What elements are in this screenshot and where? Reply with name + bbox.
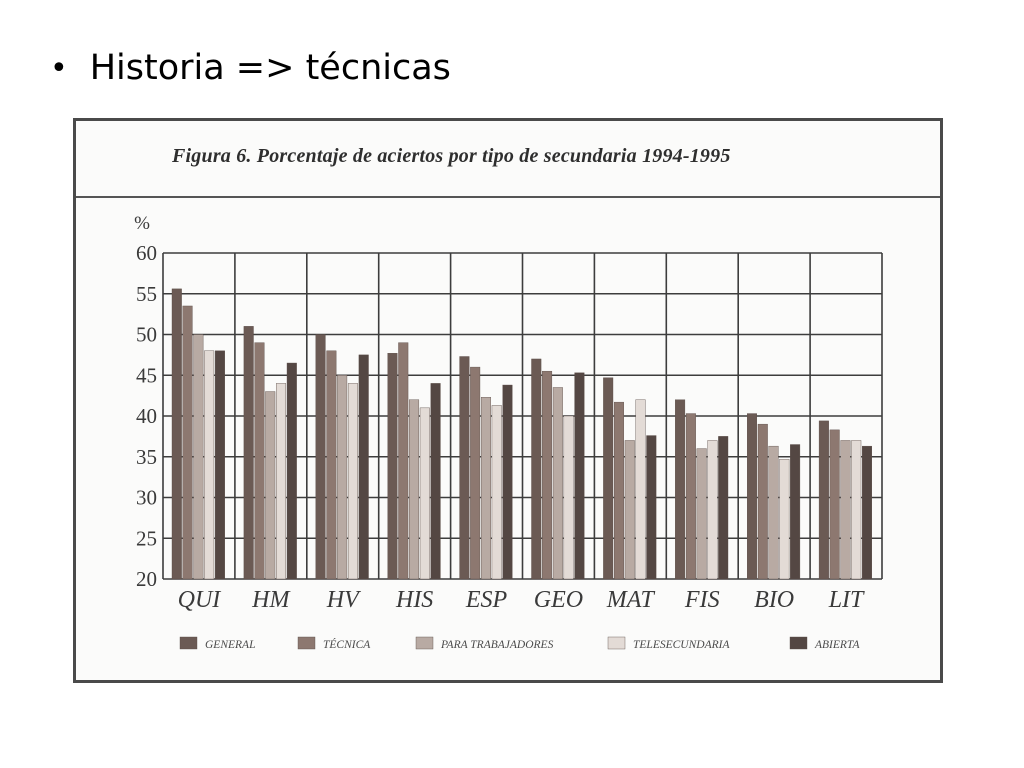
y-tick-label: 55 xyxy=(136,282,157,306)
bar xyxy=(243,326,254,580)
legend-swatch xyxy=(607,636,626,650)
slide-bullet-line: • Historia => técnicas xyxy=(50,48,451,88)
x-tick-label: GEO xyxy=(534,587,583,613)
bar xyxy=(840,440,851,580)
bar xyxy=(542,370,553,580)
bar xyxy=(286,362,297,580)
bar xyxy=(757,423,768,580)
legend-label: PARA TRABAJADORES xyxy=(440,639,554,651)
bar xyxy=(491,405,502,580)
y-tick-label: 20 xyxy=(136,567,157,591)
y-tick-label: 40 xyxy=(136,404,157,428)
bar xyxy=(326,350,337,580)
bar xyxy=(276,383,287,580)
x-tick-label: MAT xyxy=(606,587,656,613)
slide-bullet-text: Historia => técnicas xyxy=(89,48,451,88)
bar xyxy=(685,413,696,580)
legend-swatch xyxy=(179,636,198,650)
bar xyxy=(182,305,193,580)
bar-chart: 20 25 30 35 40 45 50 55 60% QUI HM HV HIS ESP GEO MAT FI… xyxy=(134,213,883,651)
bar xyxy=(613,401,624,580)
bar xyxy=(747,413,757,580)
bar xyxy=(347,383,358,580)
bar xyxy=(204,350,215,580)
bar xyxy=(430,383,441,580)
bar xyxy=(635,399,646,580)
x-tick-label: QUI xyxy=(178,587,222,613)
bar xyxy=(387,353,398,580)
bar xyxy=(409,399,420,580)
legend-label: ABIERTA xyxy=(814,639,860,651)
bar xyxy=(862,445,872,580)
figure-frame: Figura 6. Porcentaje de aciertos por tip… xyxy=(73,118,943,683)
legend-swatch xyxy=(415,636,434,650)
x-tick-label: HIS xyxy=(395,587,433,613)
y-tick-label: 50 xyxy=(136,323,157,347)
bar xyxy=(851,440,862,580)
y-tick-label: 60 xyxy=(136,241,157,265)
bar xyxy=(574,372,585,580)
y-tick-label: 25 xyxy=(136,526,157,550)
bar xyxy=(552,387,563,580)
bar xyxy=(502,384,513,580)
bar xyxy=(696,448,707,580)
bar xyxy=(337,375,348,580)
bar xyxy=(624,440,635,580)
bar xyxy=(675,399,686,580)
bar xyxy=(214,350,225,580)
bar xyxy=(707,440,718,580)
bar xyxy=(480,397,491,580)
x-tick-label: ESP xyxy=(465,587,508,613)
y-tick-label: 30 xyxy=(136,486,157,510)
bar xyxy=(563,415,574,580)
bar xyxy=(398,342,409,580)
legend-swatch xyxy=(789,636,808,650)
legend-swatch xyxy=(297,636,316,650)
y-tick-label: 45 xyxy=(136,363,157,387)
bar xyxy=(315,334,326,580)
bar xyxy=(265,391,276,580)
bar xyxy=(254,342,265,580)
bar xyxy=(171,288,182,580)
bar xyxy=(193,334,204,580)
chart-title: Figura 6. Porcentaje de aciertos por tip… xyxy=(172,145,731,167)
figure-title-box: Figura 6. Porcentaje de aciertos por tip… xyxy=(76,121,940,198)
legend-label: GENERAL xyxy=(205,639,255,651)
bar xyxy=(646,435,657,580)
bar xyxy=(358,354,369,580)
bar xyxy=(779,458,790,580)
bar xyxy=(718,436,729,580)
bar xyxy=(603,377,614,580)
y-tick-label: 35 xyxy=(136,445,157,469)
bar xyxy=(829,429,840,580)
bar xyxy=(419,407,430,580)
bar xyxy=(531,358,542,580)
bar xyxy=(818,420,829,580)
y-axis-unit: % xyxy=(134,213,150,234)
legend-label: TELESECUNDARIA xyxy=(633,639,730,651)
bullet-glyph: • xyxy=(50,50,68,86)
x-tick-label: BIO xyxy=(754,587,794,613)
x-tick-label: LIT xyxy=(828,587,865,613)
bar xyxy=(470,366,481,580)
x-tick-label: HV xyxy=(326,587,361,613)
bar xyxy=(768,445,779,580)
bar xyxy=(459,356,470,580)
x-tick-label: FIS xyxy=(684,587,720,613)
x-tick-label: HM xyxy=(251,587,291,613)
legend-label: TÉCNICA xyxy=(323,637,371,651)
bar xyxy=(790,444,801,580)
